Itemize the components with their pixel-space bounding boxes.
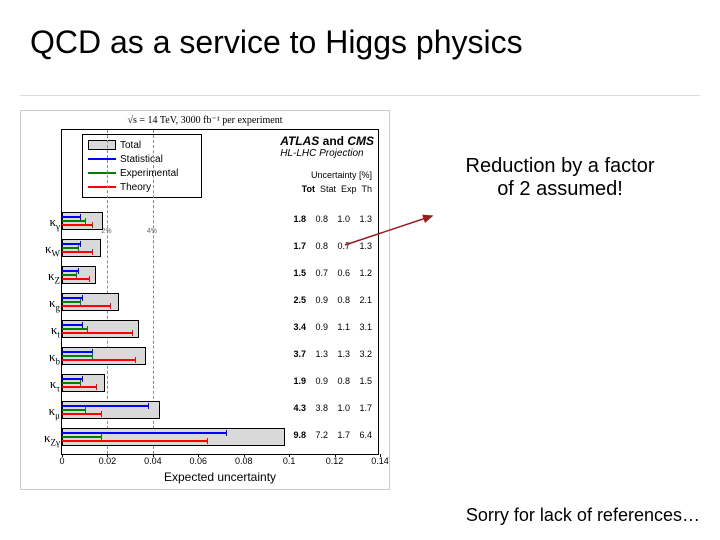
projection-title: ATLAS and CMS HL-LHC Projection — [280, 134, 374, 159]
x-axis-label: Expected uncertainty — [164, 470, 276, 484]
bar-stat — [62, 432, 226, 434]
x-tick-label: 0.14 — [371, 456, 389, 466]
plot-area: TotalStatisticalExperimentalTheory ATLAS… — [61, 129, 379, 455]
x-tick-label: 0 — [59, 456, 64, 466]
legend-item: Total — [88, 138, 196, 152]
row-values: 4.33.81.01.7 — [288, 403, 372, 413]
row-param-label: κτ — [30, 376, 60, 394]
row-param-label: κγ — [30, 214, 60, 232]
row-param-label: κZγ — [30, 430, 60, 448]
row-values: 9.87.21.76.4 — [288, 430, 372, 440]
bar-stat — [62, 324, 82, 326]
chart-header: √s = 14 TeV, 3000 fb⁻¹ per experiment — [21, 115, 389, 126]
bar-exp — [62, 274, 76, 276]
chart-container: √s = 14 TeV, 3000 fb⁻¹ per experiment To… — [20, 110, 390, 490]
bar-exp — [62, 247, 78, 249]
x-tick-label: 0.1 — [283, 456, 296, 466]
row-values: 2.50.90.82.1 — [288, 295, 372, 305]
row-param-label: κb — [30, 349, 60, 367]
legend: TotalStatisticalExperimentalTheory — [82, 134, 202, 198]
bar-exp — [62, 328, 87, 330]
legend-item: Theory — [88, 180, 196, 194]
row-param-label: κW — [30, 241, 60, 259]
row-values: 3.71.31.33.2 — [288, 349, 372, 359]
data-row: κZ1.50.70.61.2 — [62, 264, 378, 291]
col-header: Th — [361, 184, 372, 194]
annotation-text: Reduction by a factor of 2 assumed! — [430, 155, 690, 201]
data-row: κb3.71.31.33.2 — [62, 345, 378, 372]
row-values: 1.90.90.81.5 — [288, 376, 372, 386]
row-param-label: κZ — [30, 268, 60, 286]
bar-stat — [62, 216, 80, 218]
bar-theory — [62, 278, 89, 280]
row-param-label: κg — [30, 295, 60, 313]
bar-theory — [62, 440, 207, 442]
bar-theory — [62, 305, 110, 307]
x-tick-label: 0.12 — [326, 456, 344, 466]
data-row: κt3.40.91.13.1 — [62, 318, 378, 345]
bar-exp — [62, 355, 92, 357]
bar-exp — [62, 436, 101, 438]
data-row: κW1.70.80.71.3 — [62, 237, 378, 264]
col-header: Tot — [302, 184, 315, 194]
bar-theory — [62, 386, 96, 388]
footnote: Sorry for lack of references… — [466, 505, 700, 526]
page-title: QCD as a service to Higgs physics — [30, 24, 523, 61]
row-param-label: κt — [30, 322, 60, 340]
data-row: κμ4.33.81.01.7 — [62, 399, 378, 426]
bar-stat — [62, 351, 92, 353]
data-row: κg2.50.90.82.1 — [62, 291, 378, 318]
bar-exp — [62, 382, 80, 384]
row-values: 1.70.80.71.3 — [288, 241, 372, 251]
bar-theory — [62, 413, 101, 415]
x-tick-label: 0.02 — [99, 456, 117, 466]
bar-theory — [62, 224, 92, 226]
legend-item: Statistical — [88, 152, 196, 166]
uncertainty-header: Uncertainty [%] — [311, 170, 372, 180]
bar-theory — [62, 251, 92, 253]
col-header: Exp — [341, 184, 357, 194]
bar-exp — [62, 301, 80, 303]
x-tick-label: 0.04 — [144, 456, 162, 466]
bar-theory — [62, 332, 132, 334]
x-tick-label: 0.06 — [190, 456, 208, 466]
row-values: 1.80.81.01.3 — [288, 214, 372, 224]
divider — [20, 95, 700, 96]
col-header: Stat — [320, 184, 336, 194]
bar-stat — [62, 405, 148, 407]
uncertainty-col-headers: Tot Stat Exp Th — [302, 184, 372, 194]
legend-item: Experimental — [88, 166, 196, 180]
bar-exp — [62, 220, 85, 222]
data-row: κγ1.80.81.01.3 — [62, 210, 378, 237]
row-values: 3.40.91.13.1 — [288, 322, 372, 332]
bar-theory — [62, 359, 135, 361]
row-values: 1.50.70.61.2 — [288, 268, 372, 278]
data-row: κZγ9.87.21.76.4 — [62, 426, 378, 453]
x-tick-label: 0.08 — [235, 456, 253, 466]
bar-exp — [62, 409, 85, 411]
row-param-label: κμ — [30, 403, 60, 421]
data-row: κτ1.90.90.81.5 — [62, 372, 378, 399]
